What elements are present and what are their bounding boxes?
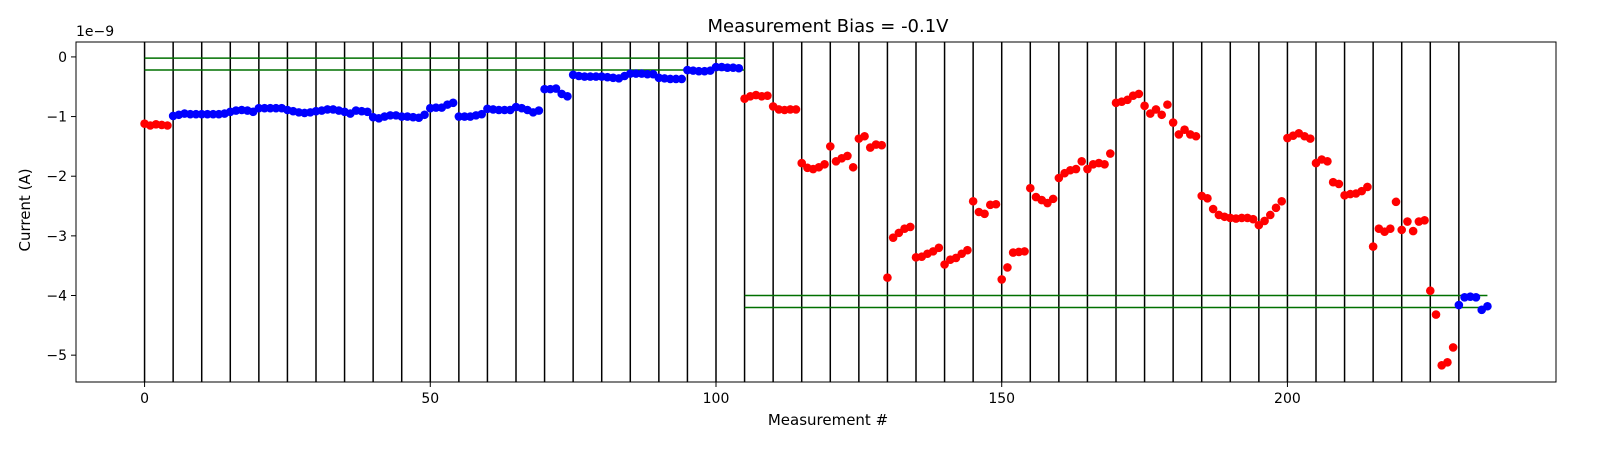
data-point [1157,110,1167,120]
x-axis-ticks: 0 50 100 150 200 [140,382,1301,407]
data-point [980,209,989,219]
data-point [1151,105,1161,114]
reference-lines-group [144,57,1488,309]
plot-frame [75,41,1557,383]
data-point [1208,204,1218,214]
data-point [1003,263,1012,272]
y-tick-label: 0 [58,50,67,66]
data-point [1203,193,1212,203]
data-point [991,199,1001,209]
data-point [1071,164,1081,174]
data-point [1083,164,1092,174]
data-point [1391,197,1401,207]
data-point [163,121,172,130]
data-point [1134,89,1144,99]
data-point [1397,225,1407,235]
data-point [883,273,892,282]
x-tick-label: 200 [1274,391,1301,407]
x-tick-label: 150 [988,391,1015,407]
data-point [363,107,372,117]
data-point [1323,156,1332,166]
data-point [934,243,944,253]
data-point [1020,247,1029,256]
data-point [1248,214,1258,224]
data-point [848,162,858,172]
x-tick-label: 0 [140,391,149,407]
data-point [1105,149,1115,158]
vertical-lines-group [143,42,1460,382]
data-point [477,109,487,119]
y-tick-label: −2 [46,169,67,185]
data-point [1408,226,1418,236]
data-point [1420,216,1429,225]
data-point [1191,131,1201,141]
data-point [1403,217,1412,226]
data-point [825,142,835,151]
x-axis-label: Measurement # [768,411,888,429]
data-point [1168,118,1178,127]
data-point [1180,125,1189,134]
y-axis-label: Current (A) [16,168,34,251]
data-point [1425,286,1435,296]
data-point [1140,101,1149,111]
data-point [888,233,898,242]
data-point [563,91,572,101]
data-point [1100,159,1109,169]
data-point [1431,310,1441,319]
data-point [1448,343,1458,352]
data-point [997,275,1007,284]
data-point [860,131,869,141]
y-tick-label: −4 [46,289,67,305]
data-point [940,260,949,269]
data-point [1277,196,1287,206]
data-point [1363,182,1372,192]
data-point [1271,203,1281,213]
data-point [1471,292,1481,302]
data-point [1265,210,1275,220]
data-point [551,84,561,93]
data-point [1077,156,1087,166]
data-point [1334,179,1344,189]
data-point [448,98,458,108]
data-point [734,63,744,73]
data-point [1174,130,1184,139]
data-point [1385,224,1395,234]
data-point [963,245,972,255]
x-tick-label: 50 [421,391,439,407]
data-point [1048,194,1058,204]
data-points-group [140,62,1492,370]
data-point [843,151,852,161]
data-point [1260,216,1269,226]
data-point [797,158,807,168]
data-point [763,91,772,100]
y-tick-label: −3 [46,229,67,245]
data-point [905,222,915,232]
data-point [1054,173,1064,183]
data-point [877,140,887,150]
y-tick-label: −5 [46,348,67,364]
x-tick-label: 100 [703,391,730,407]
data-point [677,74,687,84]
data-point [1025,183,1035,193]
y-axis-ticks: 0 −1 −2 −3 −4 −5 [46,50,76,364]
data-point [1483,301,1492,311]
y-offset-text: 1e−9 [76,24,114,40]
data-point [1305,134,1315,143]
data-point [534,106,544,115]
data-point [420,110,429,120]
data-point [968,196,978,206]
data-point [791,105,801,114]
data-point [1443,358,1452,367]
data-point [1368,242,1378,251]
data-point [1454,300,1464,310]
chart-title: Measurement Bias = -0.1V [707,16,949,37]
y-tick-label: −1 [46,110,67,126]
data-point [820,159,829,169]
data-point [1163,100,1172,109]
